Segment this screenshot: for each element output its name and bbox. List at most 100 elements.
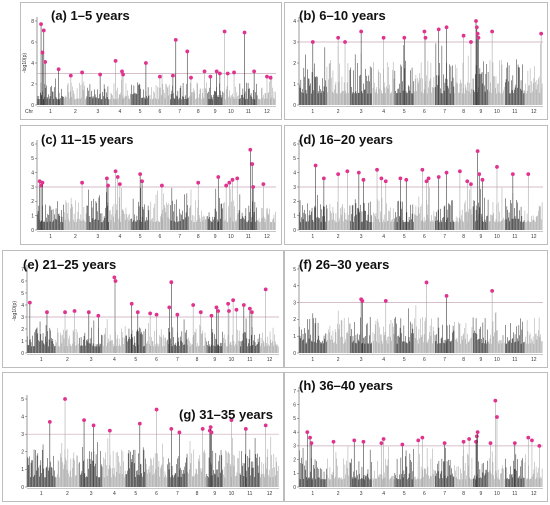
panel-title-e: (e) 21–25 years [23,257,117,272]
significant-marker [469,40,473,44]
chromosome-label: 12 [531,109,537,115]
y-tick-label: 8 [31,19,34,25]
significant-marker [209,430,214,435]
significant-marker [80,70,84,75]
significant-marker [461,33,466,38]
chromosome-label: 5 [403,491,406,497]
significant-marker [198,310,203,315]
panel-e: 0 1 2 3 4 5 6 7 -log10(p) 1 2 3 4 5 6 7 8 9 10 11 12 (e) 21–2… [2,250,284,368]
y-tick-label: 6 [293,142,296,148]
chromosome-label: 9 [213,491,216,497]
significant-marker [526,172,531,176]
significant-marker [39,183,43,188]
significant-marker [214,69,219,74]
significant-marker [526,435,531,440]
chromosome-label: 11 [512,234,517,240]
significant-marker [263,287,268,292]
panel-title-h: (h) 36–40 years [299,378,393,393]
chromosome-12-markers [524,43,543,105]
significant-marker [321,176,326,181]
chromosome-label: 12 [531,357,537,363]
significant-marker [232,70,236,75]
chromosome-1-markers [299,313,327,353]
chromosome-11-markers [505,454,525,487]
panel-c: 0 1 2 3 4 5 6 1 2 3 4 5 6 7 8 9 10 11 12 (c) 11–15 years [20,125,282,245]
chromosome-label: 5 [134,491,137,497]
significant-marker [45,310,49,315]
chromosome-7-markers [434,43,455,105]
significant-marker [56,67,61,72]
chromosome-1-markers [37,78,64,105]
chromosome-label: 3 [96,234,99,240]
significant-marker [117,182,122,187]
significant-marker [444,25,449,30]
panel-d: 0 1 2 3 4 5 6 1 2 3 4 5 6 7 8 9 10 11 12 (d) 16–20 years [284,125,548,245]
chromosome-8-markers [187,324,207,353]
x-axis-label: Chr [25,109,33,115]
significant-marker [510,172,515,176]
significant-marker [490,288,495,293]
significant-marker [112,275,117,280]
y-tick-label: 1 [293,334,296,340]
chromosome-label: 3 [360,109,363,115]
significant-marker [458,169,462,174]
chromosome-6-markers [149,74,170,105]
y-tick-label: 1 [21,339,24,345]
chromosome-1-markers [27,444,56,487]
chromosome-9-markers [472,317,489,353]
chromosome-7-markers [434,447,455,487]
significant-marker [381,437,386,441]
chromosome-1-markers [299,47,327,105]
significant-marker [359,29,364,34]
chromosome-label: 7 [443,109,446,115]
chromosome-3-markers [79,320,103,353]
chromosome-label: 11 [512,491,517,497]
y-tick-label: 4 [31,170,34,176]
significant-marker [40,180,45,185]
chromosome-label: 1 [311,357,314,363]
significant-marker [475,31,480,36]
chromosome-label: 7 [178,234,181,240]
chromosome-7-markers [170,74,189,105]
chromosome-3-markers [349,449,372,487]
significant-marker [148,311,153,316]
chromosome-10-markers [223,329,240,353]
panel-title-g: (g) 31–35 years [179,407,273,422]
significant-marker [63,310,67,315]
chromosome-label: 5 [403,357,406,363]
chromosome-label: 8 [197,234,200,240]
y-tick-label: 4 [21,414,24,420]
significant-marker [512,441,517,446]
chromosome-label: 4 [118,234,121,240]
significant-marker [121,72,125,77]
panel-f: 0 1 2 3 4 5 1 2 3 4 5 6 7 8 9 10 11 12 (f) 26–30 years [284,250,548,368]
chromosome-label: 11 [246,234,251,240]
chromosome-10-markers [488,59,505,105]
chromosome-5-markers [125,447,146,487]
chromosome-12-markers [260,327,279,353]
significant-marker [398,176,403,181]
significant-marker [216,309,221,313]
significant-marker [537,443,542,448]
chromosome-9-markers [472,61,489,105]
significant-marker [154,407,159,412]
significant-marker [476,35,481,40]
chromosome-4-markers [109,79,130,105]
chromosome-6-markers [414,305,435,353]
chromosome-3-markers [349,317,372,353]
significant-marker [402,35,407,40]
chromosome-label: 12 [264,234,270,240]
significant-marker [137,421,142,426]
significant-marker [252,69,257,74]
chromosome-1-markers [299,447,327,487]
chromosome-label: 3 [360,357,363,363]
chromosome-label: 1 [49,234,52,240]
chromosome-label: 6 [423,109,426,115]
significant-marker [248,147,253,152]
significant-marker [217,71,222,76]
y-axis-label: -log10(p) [22,53,28,73]
chromosome-2-markers [326,201,349,230]
chromosome-label: 9 [479,234,482,240]
significant-marker [227,180,232,185]
